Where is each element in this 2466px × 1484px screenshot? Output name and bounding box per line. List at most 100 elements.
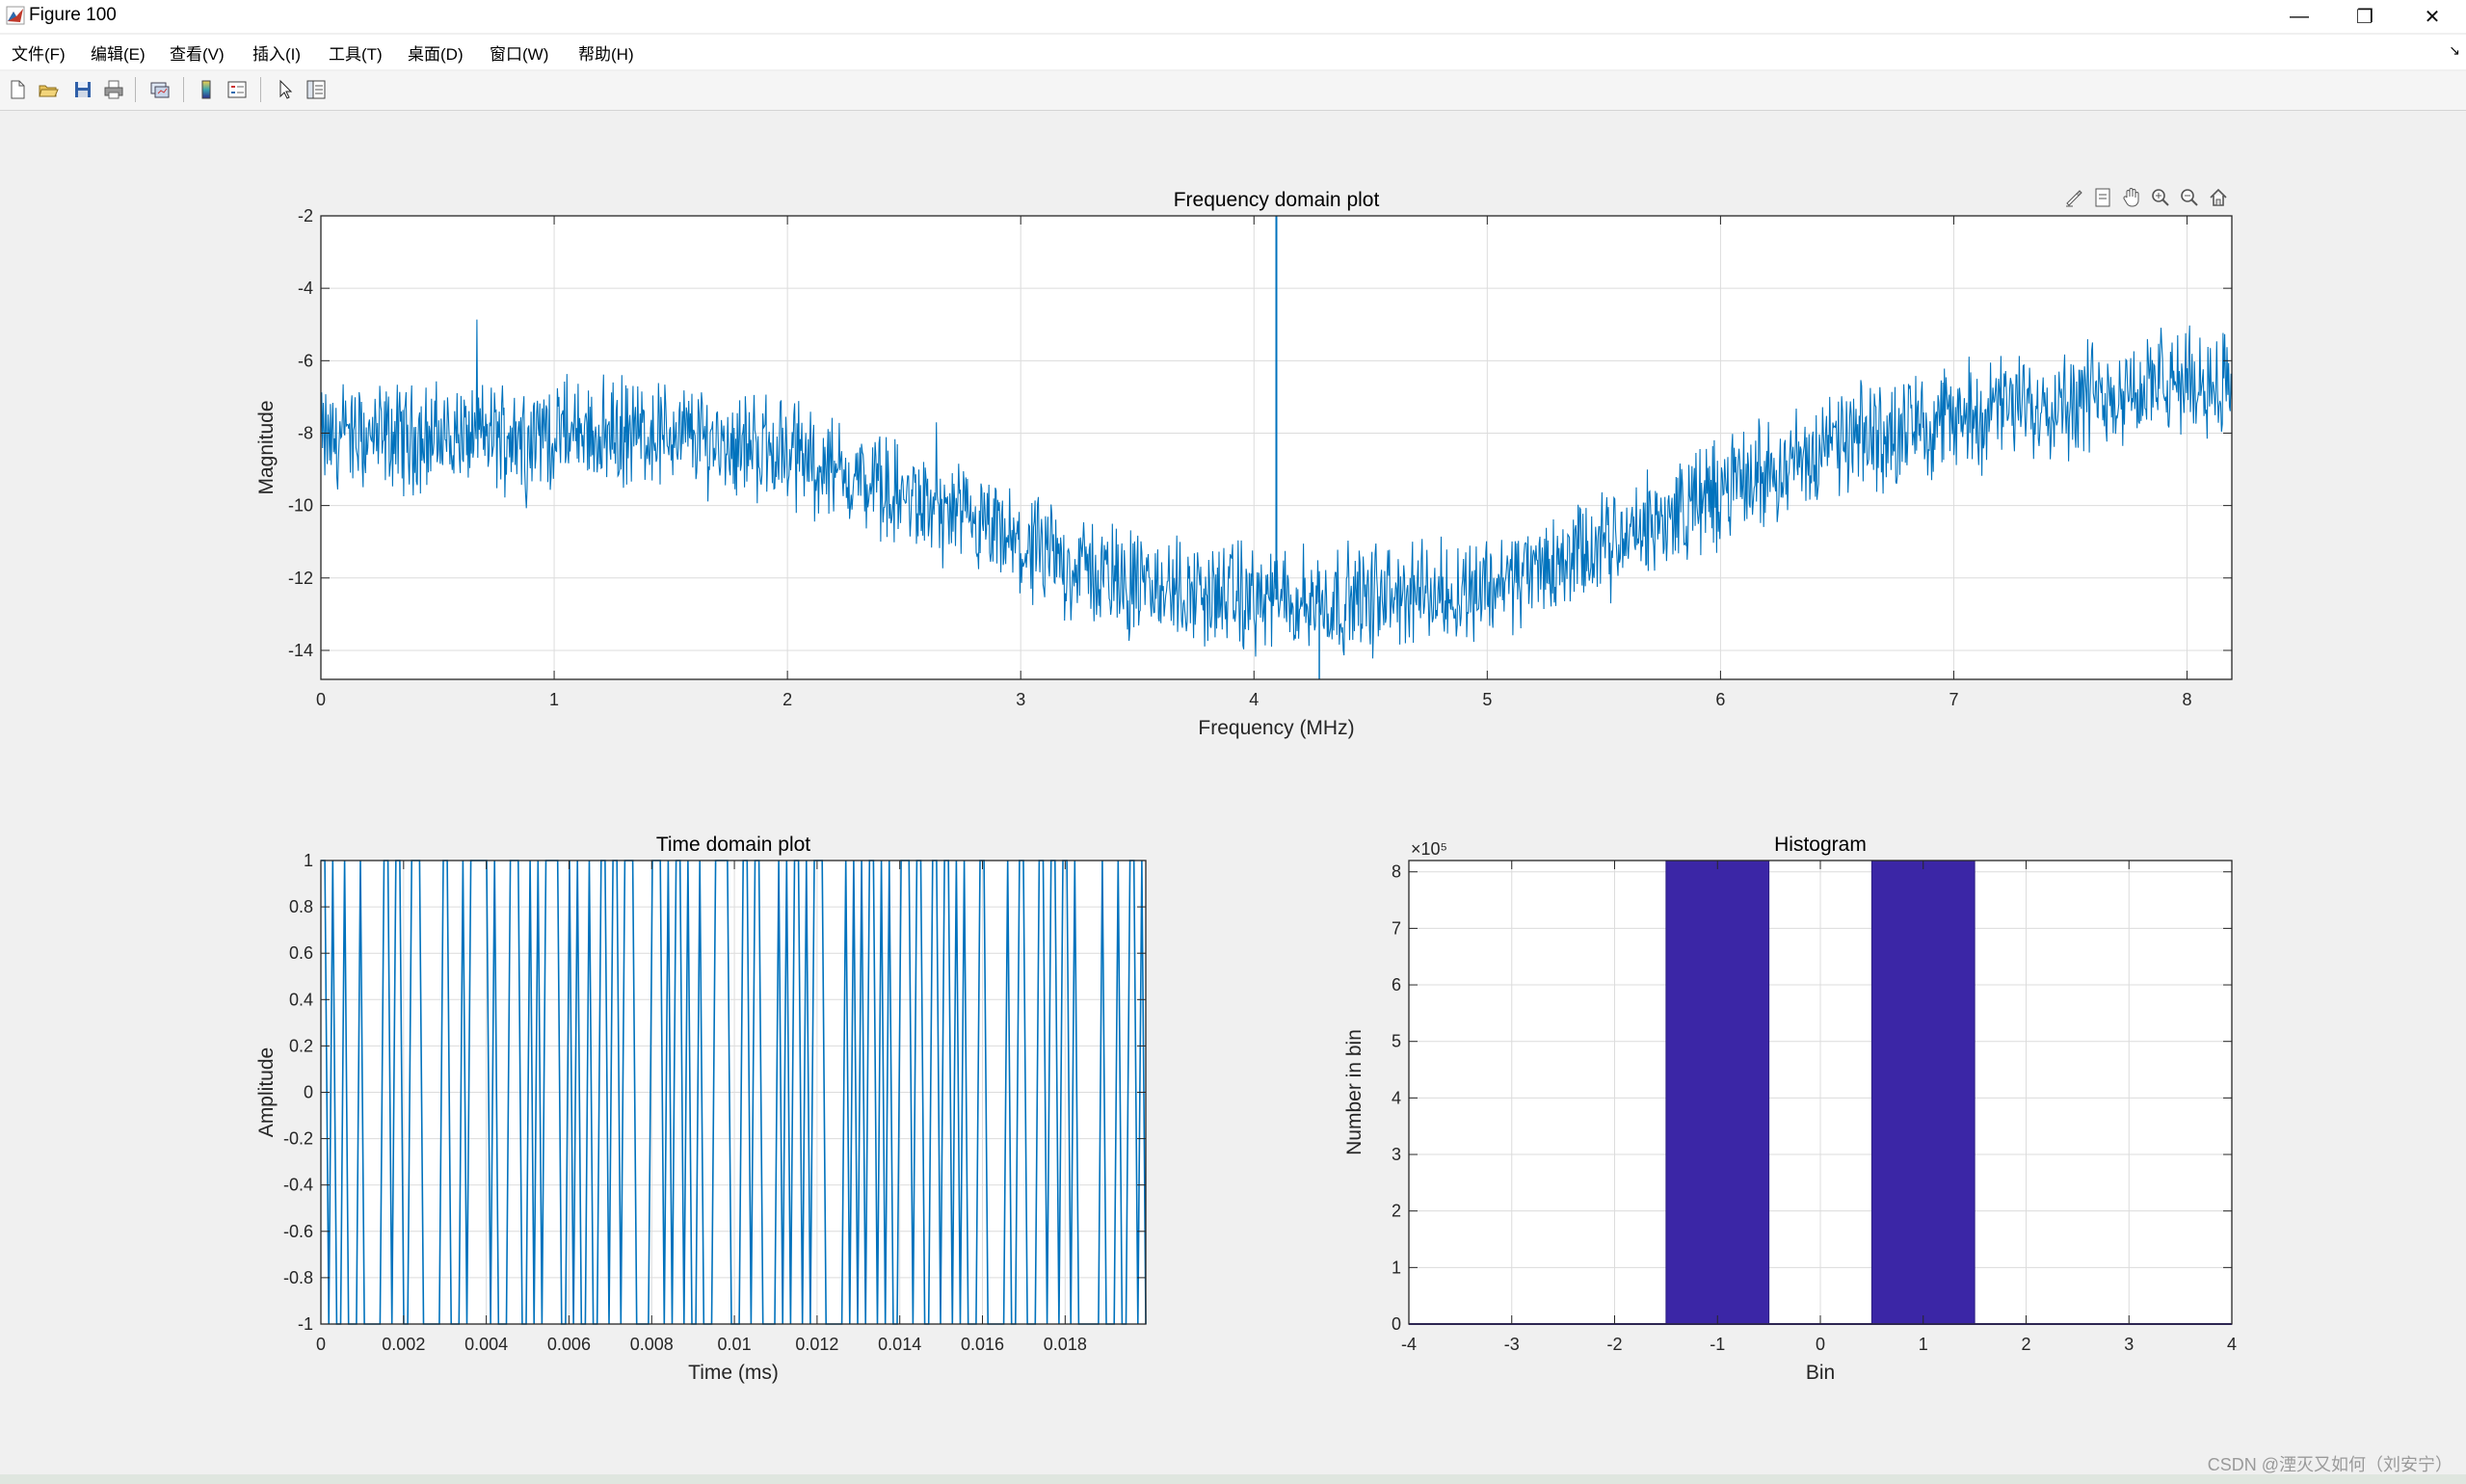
x-tick-label: 7	[1949, 690, 1958, 709]
x-tick-label: 3	[1016, 690, 1025, 709]
x-tick-label: 0.006	[547, 1335, 591, 1354]
x-tick-label: 0.002	[382, 1335, 425, 1354]
watermark: CSDN @湮灭又如何（刘安宁）	[2207, 1455, 2453, 1474]
x-tick-label: 0.01	[718, 1335, 752, 1354]
pan-hand-icon[interactable]	[2118, 183, 2145, 212]
toolbar-separator	[183, 77, 184, 102]
y-tick-label: -8	[298, 423, 313, 442]
x-tick-label: 0.008	[630, 1335, 674, 1354]
y-tick-label: 5	[1392, 1032, 1401, 1051]
x-tick-label: 4	[1249, 690, 1259, 709]
toolbar-separator	[260, 77, 261, 102]
x-tick-label: 2	[782, 690, 792, 709]
axes-frequency-domain-plot: 0 1 2 3 4 5 6 7 8 -14 -12 -10 -8 -6 -4 -2 Frequency doma…	[255, 189, 2233, 739]
x-tick-label: -2	[1606, 1335, 1622, 1354]
y-tick-label: -1	[298, 1314, 313, 1334]
x-tick-label: 0	[316, 1335, 326, 1354]
y-tick-label: 0.8	[289, 897, 313, 916]
histogram-bar	[1870, 860, 1975, 1325]
plot-content	[320, 216, 2233, 679]
dock-arrow-icon[interactable]: ↘	[2449, 42, 2460, 58]
x-tick-label: 0	[1816, 1335, 1825, 1354]
figure-canvas: 0 1 2 3 4 5 6 7 8 -14 -12 -10 -8 -6 -4 -2 Frequency doma…	[0, 112, 2466, 1474]
y-tick-label: 2	[1392, 1202, 1401, 1221]
zoom-in-icon[interactable]	[2147, 183, 2174, 212]
x-tick-label: 3	[2124, 1335, 2134, 1354]
menu-tools[interactable]: 工具(T)	[329, 45, 383, 64]
x-axis-label: Bin	[1806, 1362, 1835, 1384]
x-tick-label: 0.016	[961, 1335, 1004, 1354]
x-axis-label: Time (ms)	[688, 1362, 779, 1384]
x-tick-label: 6	[1715, 690, 1725, 709]
edit-plot-arrow-icon[interactable]	[272, 76, 299, 103]
y-tick-label: -0.4	[283, 1176, 313, 1195]
x-tick-label: 0.004	[464, 1335, 508, 1354]
axes-title: Time domain plot	[656, 834, 810, 856]
x-axis-label: Frequency (MHz)	[1198, 717, 1354, 739]
restore-button[interactable]: ❐	[2356, 6, 2373, 28]
y-tick-label: 0.2	[289, 1036, 313, 1055]
y-tick-label: -4	[298, 278, 313, 298]
title-bar: Figure 100 — ❐ ✕	[0, 0, 2466, 33]
y-tick-label: 8	[1392, 862, 1401, 882]
bottom-edge	[0, 1474, 2466, 1484]
axes-box	[1408, 860, 2233, 1325]
y-tick-label: -6	[298, 351, 313, 370]
menu-view[interactable]: 查看(V)	[170, 45, 225, 64]
y-exponent-label: ×10⁵	[1411, 839, 1447, 859]
menu-help[interactable]: 帮助(H)	[578, 45, 634, 64]
y-tick-label: 7	[1392, 918, 1401, 938]
x-tick-label: 0.014	[878, 1335, 921, 1354]
x-tick-label: 0	[316, 690, 326, 709]
property-inspector-icon[interactable]	[303, 76, 330, 103]
y-tick-label: 0	[304, 1083, 313, 1102]
y-axis-label: Magnitude	[255, 400, 278, 494]
x-tick-label: 5	[1482, 690, 1492, 709]
y-axis-label: Amplitude	[255, 1047, 278, 1137]
link-plot-icon[interactable]	[146, 76, 173, 103]
y-tick-label: 4	[1392, 1088, 1401, 1107]
plot-content	[1409, 860, 2232, 1325]
y-axis-label: Number in bin	[1343, 1029, 1366, 1155]
axes-title: Frequency domain plot	[1174, 189, 1380, 211]
toolbar-separator	[135, 77, 136, 102]
menu-bar: 文件(F) 编辑(E) 查看(V) 插入(I) 工具(T) 桌面(D) 窗口(W…	[0, 35, 2466, 69]
x-tick-label: -3	[1504, 1335, 1520, 1354]
x-tick-label: 0.012	[795, 1335, 838, 1354]
print-icon[interactable]	[100, 76, 127, 103]
zoom-out-icon[interactable]	[2176, 183, 2203, 212]
insert-legend-icon[interactable]	[224, 76, 251, 103]
open-file-icon[interactable]	[35, 76, 62, 103]
y-tick-label: 0.6	[289, 943, 313, 963]
y-tick-label: -12	[288, 569, 313, 588]
x-tick-label: -1	[1710, 1335, 1725, 1354]
menu-window[interactable]: 窗口(W)	[490, 45, 549, 64]
window-title: Figure 100	[29, 5, 117, 25]
y-tick-label: -2	[298, 206, 313, 225]
x-tick-label: 2	[2021, 1335, 2030, 1354]
axes-toolbar	[2060, 183, 2232, 216]
brush-icon[interactable]	[2060, 183, 2087, 212]
menu-insert[interactable]: 插入(I)	[252, 45, 302, 64]
axes-box	[320, 215, 2233, 680]
y-tick-label: 3	[1392, 1145, 1401, 1164]
new-figure-icon[interactable]	[4, 76, 31, 103]
y-tick-label: -0.2	[283, 1129, 313, 1149]
y-tick-label: 1	[1392, 1258, 1401, 1277]
home-restore-icon[interactable]	[2205, 183, 2232, 212]
y-tick-label: 0	[1392, 1314, 1401, 1334]
axes-time-domain-plot: 0 0.002 0.004 0.006 0.008 0.01 0.012 0.014 0.016…	[255, 834, 1147, 1384]
y-tick-label: -10	[288, 496, 313, 516]
close-button[interactable]: ✕	[2424, 6, 2441, 28]
histogram-bar	[1665, 860, 1770, 1325]
data-tips-icon[interactable]	[2089, 183, 2116, 212]
minimize-button[interactable]: —	[2290, 5, 2309, 27]
insert-colorbar-icon[interactable]	[193, 76, 220, 103]
menu-file[interactable]: 文件(F)	[12, 45, 66, 64]
save-icon[interactable]	[69, 76, 96, 103]
menu-desktop[interactable]: 桌面(D)	[408, 45, 464, 64]
menu-edit[interactable]: 编辑(E)	[91, 45, 146, 64]
x-tick-label: -4	[1401, 1335, 1417, 1354]
y-tick-label: 0.4	[289, 990, 313, 1009]
